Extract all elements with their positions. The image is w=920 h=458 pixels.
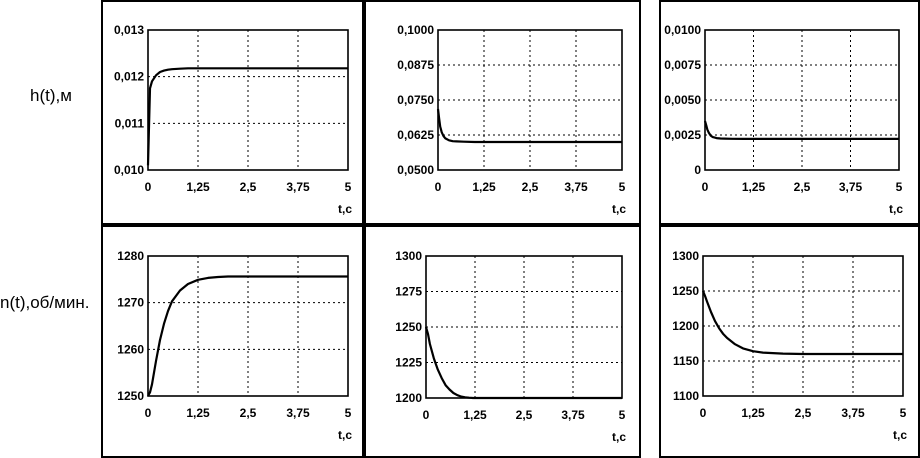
y-tick-label: 1200 bbox=[672, 319, 699, 333]
series-line bbox=[424, 326, 622, 400]
y-tick-label: 0,0625 bbox=[397, 128, 434, 142]
row-label-n: n(t),об/мин. bbox=[0, 293, 90, 312]
y-tick-label: 1275 bbox=[395, 285, 422, 299]
x-tick-label: 2,5 bbox=[516, 408, 533, 422]
chart-panels: 0 1,25 2,5 3,75 5 0,010 0,011 0,012 0,013 t,c 0 1,2… bbox=[114, 23, 907, 444]
series-line bbox=[701, 290, 903, 356]
y-tick-label: 0,012 bbox=[114, 70, 144, 84]
y-tick-label: 0,0875 bbox=[397, 58, 434, 72]
series-line bbox=[147, 275, 348, 397]
y-tick-label: 1300 bbox=[672, 249, 699, 263]
x-tick-label: 2,5 bbox=[795, 406, 812, 420]
x-tick-label: 1,25 bbox=[472, 180, 496, 194]
series-line bbox=[703, 120, 899, 140]
panel-frame-2 bbox=[364, 0, 641, 225]
panel-frame-4 bbox=[101, 225, 364, 458]
x-tick-label: 2,5 bbox=[522, 180, 539, 194]
x-tick-label: 0 bbox=[145, 180, 152, 194]
chart-panel-3: 0 1,25 2,5 3,75 5 0 0,0025 0,0050 0,0075 0,0100 t,… bbox=[664, 23, 903, 216]
x-tick-label: 3,75 bbox=[286, 180, 310, 194]
x-tick-label: 0 bbox=[702, 180, 709, 194]
x-tick-label: 1,25 bbox=[742, 180, 766, 194]
panel-frames bbox=[101, 0, 920, 458]
x-tick-label: 3,75 bbox=[841, 406, 865, 420]
y-tick-label: 0,0100 bbox=[664, 23, 701, 37]
x-tick-label: 5 bbox=[345, 406, 352, 420]
y-tick-label: 0,0750 bbox=[397, 93, 434, 107]
x-tick-label: 1,25 bbox=[186, 406, 210, 420]
x-tick-label: 1,25 bbox=[186, 180, 210, 194]
x-axis-label: t,c bbox=[889, 202, 903, 216]
chart-panel-6: 0 1,25 2,5 3,75 5 1100 1150 1200 1250 1300 t,c bbox=[672, 249, 907, 442]
y-tick-label: 0,011 bbox=[115, 116, 145, 130]
plot-area bbox=[147, 29, 349, 171]
x-tick-label: 1,25 bbox=[463, 408, 487, 422]
y-tick-label: 0,1000 bbox=[397, 23, 434, 37]
plot-area bbox=[702, 255, 904, 397]
y-tick-label: 0,0500 bbox=[397, 163, 434, 177]
y-tick-label: 0 bbox=[694, 163, 701, 177]
x-axis-label: t,c bbox=[338, 202, 352, 216]
x-axis-label: t,c bbox=[612, 202, 626, 216]
series-line bbox=[146, 67, 348, 166]
y-tick-label: 0,0075 bbox=[664, 58, 701, 72]
y-tick-label: 1250 bbox=[672, 284, 699, 298]
y-tick-label: 1300 bbox=[395, 249, 422, 263]
y-tick-label: 1270 bbox=[117, 296, 144, 310]
y-tick-label: 0,013 bbox=[114, 23, 144, 37]
panel-frame-5 bbox=[364, 225, 641, 458]
x-tick-label: 0 bbox=[435, 180, 442, 194]
x-tick-label: 5 bbox=[619, 180, 626, 194]
y-tick-label: 1250 bbox=[395, 320, 422, 334]
panel-frame-3 bbox=[659, 0, 920, 225]
y-tick-label: 1260 bbox=[117, 342, 144, 356]
y-tick-label: 1200 bbox=[395, 391, 422, 405]
x-tick-label: 3,75 bbox=[839, 180, 863, 194]
plot-area bbox=[147, 255, 349, 397]
chart-panel-1: 0 1,25 2,5 3,75 5 0,010 0,011 0,012 0,013 t,c bbox=[114, 23, 352, 216]
x-tick-label: 5 bbox=[900, 406, 907, 420]
y-tick-label: 0,0050 bbox=[664, 93, 701, 107]
y-tick-label: 1100 bbox=[673, 389, 699, 403]
row-label-h: h(t),м bbox=[30, 86, 72, 105]
x-tick-label: 3,75 bbox=[286, 406, 310, 420]
x-tick-label: 0 bbox=[700, 406, 707, 420]
y-tick-label: 1225 bbox=[395, 356, 422, 370]
x-tick-label: 3,75 bbox=[564, 180, 588, 194]
series-line bbox=[436, 108, 622, 144]
x-tick-label: 5 bbox=[619, 408, 626, 422]
plot-area bbox=[704, 29, 900, 171]
x-axis-label: t,c bbox=[612, 430, 626, 444]
x-tick-label: 0 bbox=[145, 406, 152, 420]
panel-frame-6 bbox=[659, 225, 920, 458]
x-axis-label: t,c bbox=[893, 428, 907, 442]
chart-panel-5: 0 1,25 2,5 3,75 5 1200 1225 1250 1275 1300 t,c bbox=[395, 249, 626, 444]
x-tick-label: 2,5 bbox=[240, 180, 257, 194]
x-tick-label: 5 bbox=[345, 180, 352, 194]
x-tick-label: 5 bbox=[896, 180, 903, 194]
y-tick-label: 0,0025 bbox=[664, 128, 701, 142]
x-tick-label: 3,75 bbox=[561, 408, 585, 422]
chart-panel-4: 0 1,25 2,5 3,75 5 1250 1260 1270 1280 t,c bbox=[117, 249, 352, 442]
x-tick-label: 1,25 bbox=[741, 406, 765, 420]
chart-panel-2: 0 1,25 2,5 3,75 5 0,0500 0,0625 0,0750 0,0875 0,1… bbox=[397, 23, 626, 216]
panel-frame-1 bbox=[101, 0, 364, 225]
x-axis-label: t,c bbox=[338, 428, 352, 442]
x-tick-label: 2,5 bbox=[240, 406, 257, 420]
y-tick-label: 1150 bbox=[673, 354, 699, 368]
y-tick-label: 1250 bbox=[117, 389, 144, 403]
y-tick-label: 0,010 bbox=[114, 163, 144, 177]
plot-area bbox=[437, 29, 623, 171]
y-tick-label: 1280 bbox=[117, 249, 144, 263]
x-tick-label: 2,5 bbox=[794, 180, 811, 194]
x-tick-label: 0 bbox=[423, 408, 430, 422]
